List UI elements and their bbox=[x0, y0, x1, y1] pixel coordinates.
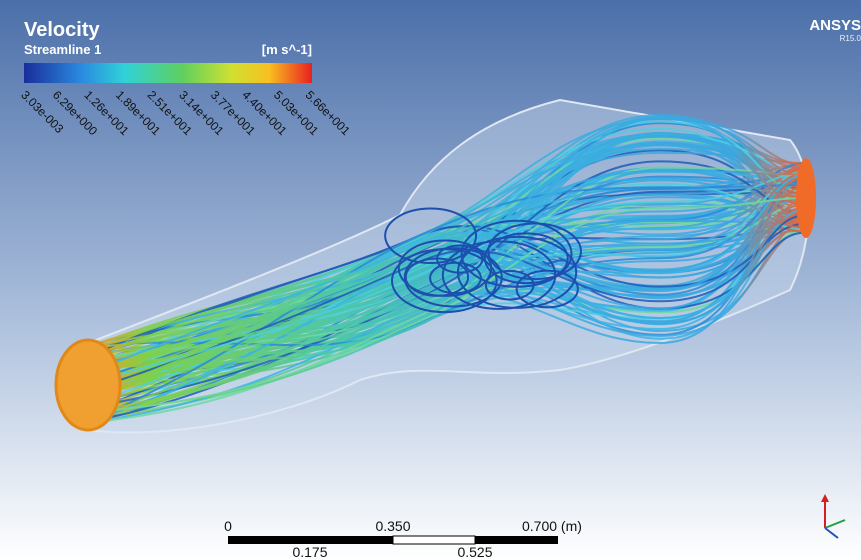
scale-segment bbox=[475, 536, 558, 544]
scale-label: 0.700 (m) bbox=[522, 518, 582, 534]
scale-label: 0.175 bbox=[292, 544, 327, 560]
viewport: Velocity Streamline 1 [m s^-1] 3.03e-003… bbox=[0, 0, 861, 560]
scale-segment bbox=[228, 536, 393, 544]
scale-segment bbox=[393, 536, 475, 544]
subtitle: Streamline 1 bbox=[24, 42, 101, 57]
colorbar bbox=[24, 63, 312, 83]
scale-label: 0.350 bbox=[375, 518, 410, 534]
outlet bbox=[796, 158, 816, 238]
title: Velocity bbox=[24, 19, 100, 41]
version: R15.0 bbox=[840, 34, 861, 43]
scale-label: 0.525 bbox=[457, 544, 492, 560]
units: [m s^-1] bbox=[262, 42, 312, 57]
brand: ANSYS bbox=[809, 17, 861, 34]
scale-label: 0 bbox=[224, 518, 232, 534]
inlet bbox=[56, 340, 120, 430]
